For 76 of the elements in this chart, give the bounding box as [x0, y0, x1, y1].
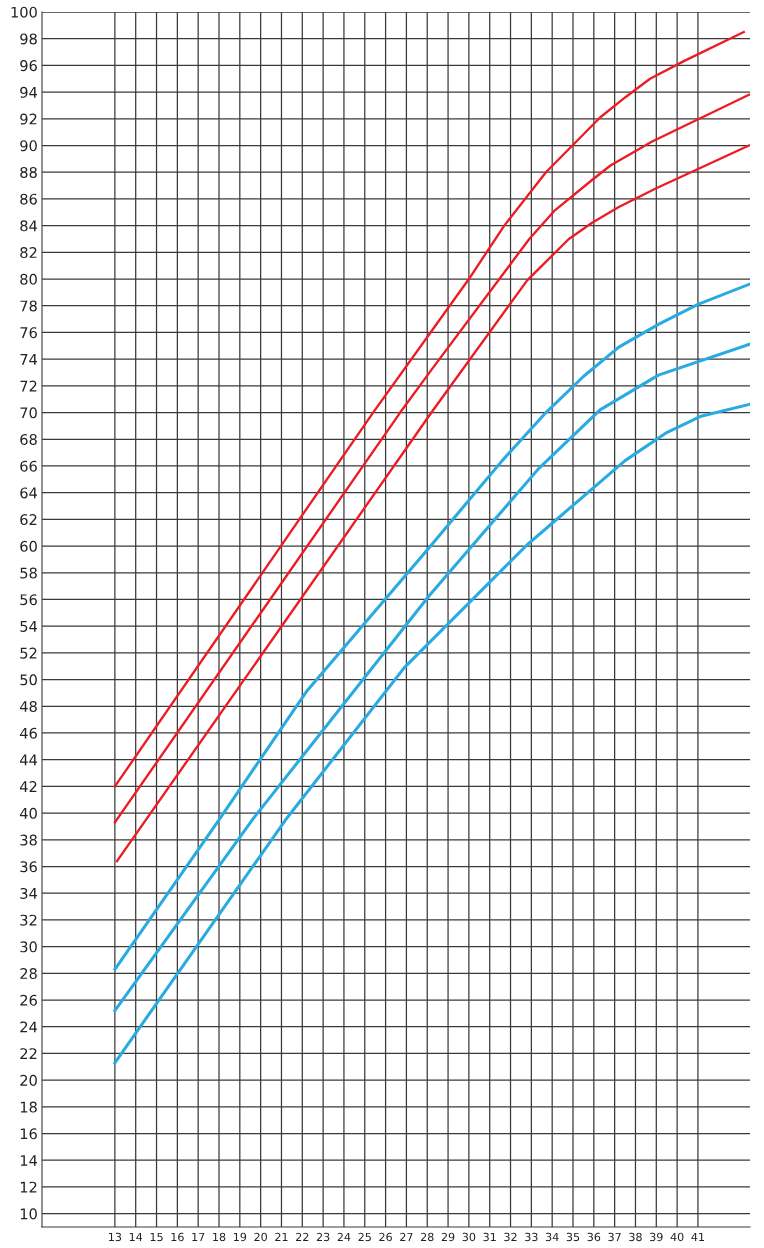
y-tick-label: 60 [20, 540, 37, 552]
x-tick-label: 37 [608, 1232, 621, 1242]
x-tick-label: 32 [504, 1232, 517, 1242]
x-tick-label: 40 [670, 1232, 684, 1242]
x-tick-label: 30 [462, 1232, 476, 1242]
y-tick-label: 100 [11, 6, 37, 18]
y-tick-label: 82 [20, 247, 37, 259]
y-tick-label: 30 [20, 941, 37, 953]
x-tick-label: 31 [483, 1232, 496, 1242]
y-tick-label: 10 [20, 1208, 37, 1220]
x-tick-label: 15 [150, 1232, 163, 1242]
x-tick-label: 17 [192, 1232, 205, 1241]
y-tick-label: 32 [20, 914, 37, 926]
x-tick-label: 26 [379, 1232, 392, 1242]
x-tick-label: 22 [296, 1232, 309, 1241]
y-tick-label: 52 [20, 647, 37, 659]
y-tick-label: 48 [19, 701, 37, 713]
x-tick-label: 14 [129, 1232, 143, 1241]
x-tick-label: 41 [691, 1232, 704, 1241]
line-series [113, 403, 750, 1065]
y-tick-label: 34 [20, 887, 38, 899]
y-tick-label: 76 [20, 327, 37, 339]
y-tick-label: 72 [20, 380, 37, 392]
y-tick-label: 36 [20, 861, 37, 873]
y-tick-label: 28 [20, 968, 37, 980]
x-tick-label: 16 [171, 1232, 184, 1242]
y-tick-label: 16 [20, 1128, 37, 1140]
y-tick-label: 18 [20, 1101, 37, 1113]
y-tick-label: 70 [20, 407, 37, 419]
y-tick-label: 58 [20, 567, 37, 579]
y-tick-label: 50 [20, 674, 37, 686]
y-tick-label: 56 [20, 594, 37, 606]
y-tick-label: 22 [20, 1048, 37, 1059]
y-tick-label: 12 [20, 1181, 37, 1193]
x-tick-label: 27 [400, 1232, 413, 1241]
y-tick-label: 40 [19, 807, 37, 819]
y-tick-label: 80 [20, 273, 37, 285]
x-tick-label: 36 [587, 1232, 601, 1242]
x-tick-label: 25 [358, 1232, 371, 1242]
y-tick-label: 74 [20, 354, 38, 365]
x-tick-label: 20 [254, 1232, 267, 1242]
y-tick-label: 98 [20, 33, 37, 45]
y-tick-label: 26 [20, 994, 37, 1006]
y-tick-label: 86 [20, 193, 37, 205]
y-tick-label: 14 [20, 1155, 38, 1166]
y-tick-label: 68 [20, 433, 37, 445]
y-tick-label: 84 [20, 220, 38, 232]
y-tick-label: 66 [20, 460, 37, 472]
x-tick-label: 28 [420, 1232, 434, 1242]
y-tick-label: 92 [20, 113, 37, 125]
x-tick-label: 29 [441, 1232, 455, 1242]
y-tick-label: 64 [20, 487, 38, 499]
y-tick-label: 44 [19, 754, 38, 766]
y-tick-label: 20 [20, 1074, 37, 1086]
y-tick-label: 88 [20, 166, 37, 178]
y-tick-label: 62 [20, 514, 37, 526]
x-tick-label: 24 [337, 1232, 351, 1241]
y-tick-label: 96 [20, 60, 37, 72]
x-tick-label: 33 [525, 1232, 538, 1242]
x-tick-label: 39 [650, 1232, 663, 1242]
x-tick-label: 21 [275, 1232, 288, 1241]
y-tick-label: 46 [19, 727, 37, 739]
x-tick-label: 19 [233, 1232, 247, 1242]
y-tick-label: 94 [20, 86, 38, 98]
y-tick-label: 78 [20, 300, 37, 312]
y-tick-label: 24 [20, 1021, 38, 1033]
x-tick-label: 23 [316, 1232, 330, 1242]
y-tick-label: 38 [20, 834, 37, 846]
y-tick-label: 54 [20, 621, 38, 632]
y-tick-label: 90 [20, 140, 37, 152]
x-tick-label: 38 [629, 1232, 642, 1242]
x-tick-label: 35 [566, 1232, 580, 1242]
x-tick-label: 34 [545, 1232, 559, 1242]
x-tick-label: 18 [213, 1232, 226, 1242]
x-tick-label: 13 [109, 1232, 122, 1242]
y-tick-label: 42 [19, 781, 37, 792]
